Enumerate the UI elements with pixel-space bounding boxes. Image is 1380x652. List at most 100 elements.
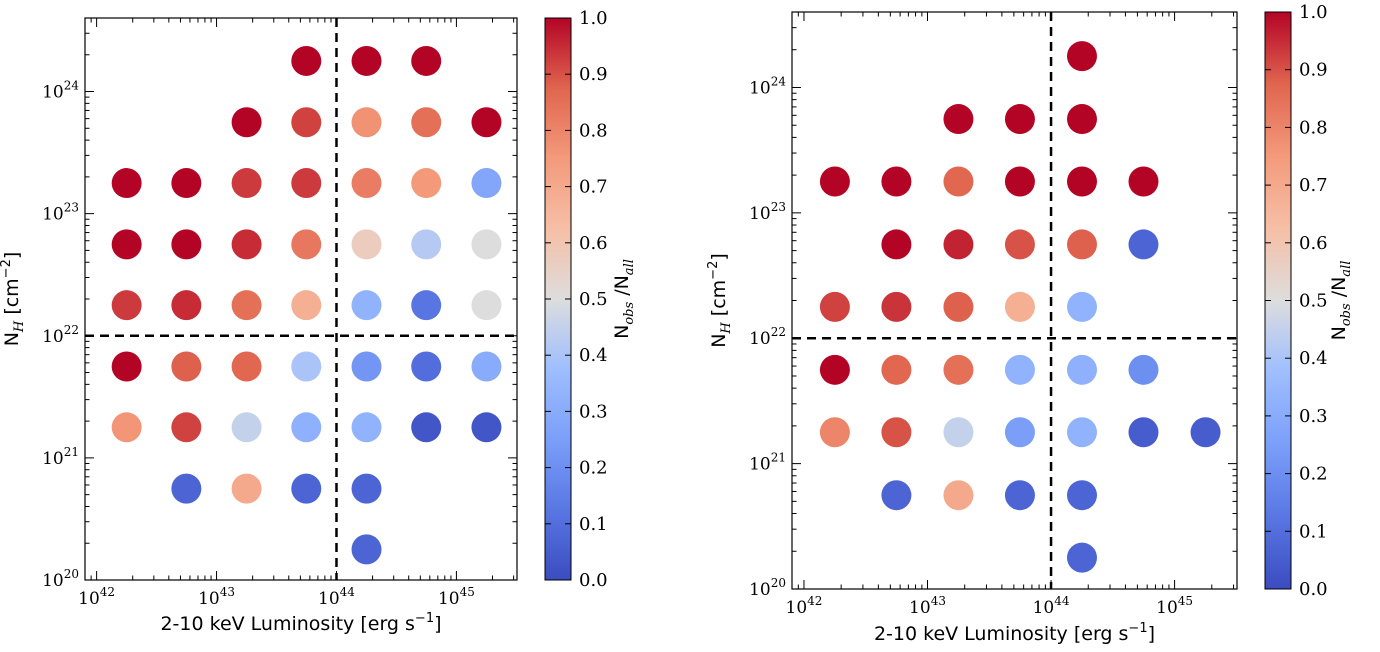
colorbar-tick-label: 0.2 — [1299, 464, 1328, 485]
colorbar-tick-label: 0.4 — [1299, 348, 1328, 369]
data-point — [1066, 41, 1097, 72]
data-point — [231, 412, 262, 443]
y-tick-label: 1024 — [749, 74, 786, 98]
y-tick-label: 1023 — [749, 200, 786, 224]
data-point — [471, 229, 502, 260]
data-point — [881, 480, 912, 511]
colorbar-tick-label: 0.9 — [1299, 60, 1328, 81]
data-point — [881, 291, 912, 322]
y-axis-label: NH [cm−2] — [706, 253, 734, 348]
data-point — [351, 45, 382, 76]
data-point — [881, 229, 912, 260]
colorbar-tick-label: 1.0 — [1299, 2, 1328, 23]
colorbar-tick-label: 0.0 — [1299, 579, 1328, 600]
data-point — [943, 104, 974, 135]
data-point — [171, 168, 202, 199]
data-point — [1066, 104, 1097, 135]
data-point — [291, 229, 322, 260]
x-axis-label: 2-10 keV Luminosity [erg s−1] — [874, 621, 1155, 645]
data-point — [943, 291, 974, 322]
left-panel: 1042 1043 1044 1045 1020 1021 1022 1023 1024 2-10… — [0, 8, 637, 635]
colorbar-tick-label: 1.0 — [579, 8, 608, 29]
x-tick-label: 1044 — [1033, 594, 1070, 618]
data-point — [471, 168, 502, 199]
data-point — [411, 107, 442, 138]
data-point — [411, 229, 442, 260]
colorbar-tick-label: 0.7 — [1299, 175, 1328, 196]
data-point — [351, 168, 382, 199]
data-point — [291, 351, 322, 382]
data-point — [881, 354, 912, 385]
x-tick-label: 1043 — [909, 594, 946, 618]
data-point — [111, 168, 142, 199]
data-point — [351, 229, 382, 260]
colorbar-label: Nobs /Nall — [1328, 261, 1354, 341]
data-point — [471, 412, 502, 443]
y-tick-label: 1020 — [749, 576, 786, 600]
right-panel: 1042 1043 1044 1045 1020 1021 1022 1023 1024 2-10… — [706, 2, 1354, 645]
colorbar-tick-label: 0.5 — [579, 289, 608, 310]
x-tick-label: 1043 — [198, 585, 235, 609]
data-point — [943, 480, 974, 511]
data-point — [1128, 354, 1159, 385]
data-point — [291, 107, 322, 138]
data-point — [411, 45, 442, 76]
data-point — [1066, 354, 1097, 385]
colorbar-tick-label: 0.3 — [1299, 406, 1328, 427]
colorbar-tick-label: 0.1 — [1299, 521, 1328, 542]
data-point — [1066, 229, 1097, 260]
data-point — [231, 229, 262, 260]
data-point — [943, 166, 974, 197]
y-tick-label: 1021 — [749, 451, 786, 475]
colorbar-tick-label: 0.3 — [579, 401, 608, 422]
data-point — [471, 351, 502, 382]
data-point — [171, 229, 202, 260]
x-axis-label: 2-10 keV Luminosity [erg s−1] — [160, 611, 441, 635]
data-point — [291, 45, 322, 76]
data-point — [171, 290, 202, 321]
data-point — [111, 290, 142, 321]
data-point — [819, 354, 850, 385]
data-point — [231, 473, 262, 504]
data-point — [1066, 291, 1097, 322]
data-point — [111, 412, 142, 443]
colorbar-tick-label: 0.1 — [579, 514, 608, 535]
data-point — [171, 473, 202, 504]
colorbar-tick-label: 0.8 — [579, 120, 608, 141]
data-point — [819, 291, 850, 322]
data-point — [231, 107, 262, 138]
y-tick-label: 1021 — [42, 445, 79, 469]
data-point — [1004, 480, 1035, 511]
data-point — [1004, 104, 1035, 135]
data-point — [1004, 229, 1035, 260]
x-tick-label: 1045 — [1156, 594, 1193, 618]
data-point — [351, 290, 382, 321]
data-point — [1004, 291, 1035, 322]
data-point — [1066, 166, 1097, 197]
x-tick-label: 1042 — [78, 585, 115, 609]
data-point — [1004, 417, 1035, 448]
colorbar-tick-label: 0.2 — [579, 458, 608, 479]
colorbar-tick-label: 0.5 — [1299, 291, 1328, 312]
data-point — [1128, 166, 1159, 197]
data-point — [471, 290, 502, 321]
data-point — [111, 229, 142, 260]
data-point — [291, 168, 322, 199]
data-point — [881, 166, 912, 197]
data-point — [291, 473, 322, 504]
y-tick-label: 1020 — [42, 567, 79, 591]
data-point — [231, 351, 262, 382]
colorbar-tick-label: 0.4 — [579, 345, 608, 366]
data-point — [411, 168, 442, 199]
data-point — [291, 412, 322, 443]
y-axis-label: NH [cm−2] — [0, 252, 27, 347]
data-point — [231, 168, 262, 199]
x-tick-label: 1045 — [438, 585, 475, 609]
data-point — [411, 351, 442, 382]
x-tick-label: 1042 — [786, 594, 823, 618]
data-point — [943, 417, 974, 448]
x-tick-label: 1044 — [318, 585, 355, 609]
data-point — [1128, 229, 1159, 260]
data-point — [943, 354, 974, 385]
